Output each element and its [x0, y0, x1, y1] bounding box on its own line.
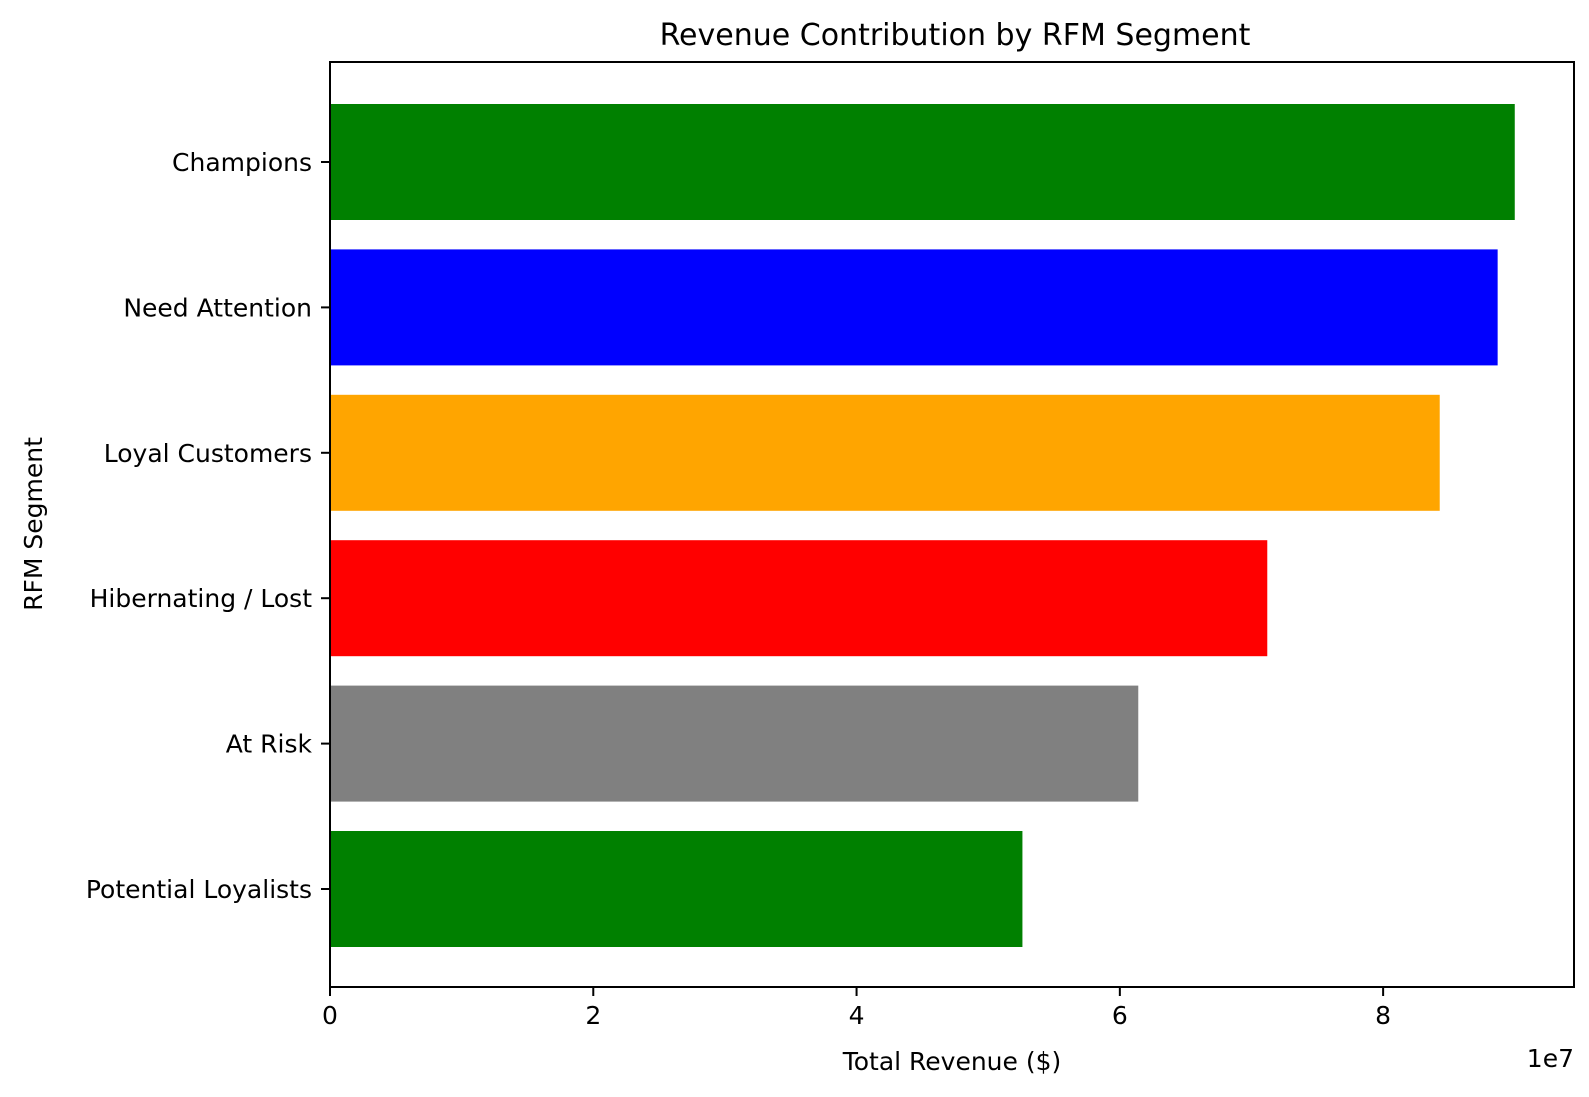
x-tick-label: 8	[1375, 1001, 1391, 1030]
x-tick-label: 6	[1112, 1001, 1128, 1030]
x-axis-label: Total Revenue ($)	[842, 1047, 1062, 1076]
y-tick-label: Hibernating / Lost	[90, 584, 313, 613]
x-tick-label: 0	[322, 1001, 338, 1030]
bar-loyal-customers	[330, 394, 1440, 511]
bar-hibernating-lost	[330, 540, 1268, 657]
y-axis-label: RFM Segment	[19, 437, 48, 611]
y-tick-label: Champions	[172, 148, 312, 177]
y-axis-ticks: Champions Need Attention Loyal Customers Hi…	[86, 148, 330, 904]
bar-at-risk	[330, 685, 1139, 802]
y-tick-label: Need Attention	[123, 293, 312, 322]
x-tick-label: 4	[849, 1001, 865, 1030]
y-tick-label: At Risk	[226, 730, 313, 759]
x-axis-ticks: 0 2 4 6 8	[322, 987, 1391, 1030]
chart-title: Revenue Contribution by RFM Segment	[660, 18, 1251, 53]
bar-potential-loyalists	[330, 831, 1023, 947]
x-axis-offset-label: 1e7	[1527, 1044, 1574, 1073]
x-tick-label: 2	[585, 1001, 601, 1030]
bars-group	[330, 104, 1515, 947]
plot-frame	[329, 61, 1575, 988]
y-tick-label: Potential Loyalists	[86, 875, 312, 904]
bar-champions	[330, 104, 1515, 220]
y-tick-label: Loyal Customers	[104, 439, 312, 468]
bar-need-attention	[330, 249, 1498, 366]
